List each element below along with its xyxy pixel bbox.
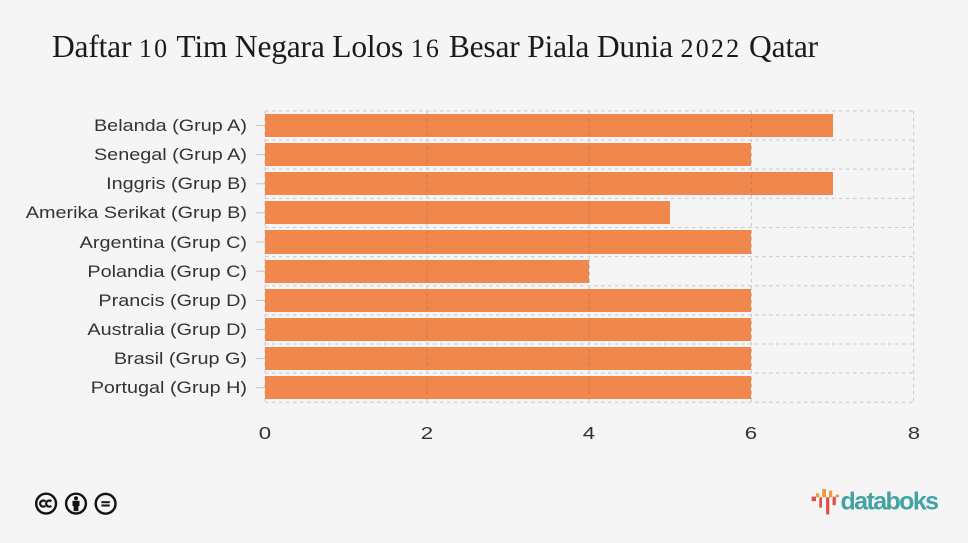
svg-text:databoks: databoks: [841, 488, 939, 516]
